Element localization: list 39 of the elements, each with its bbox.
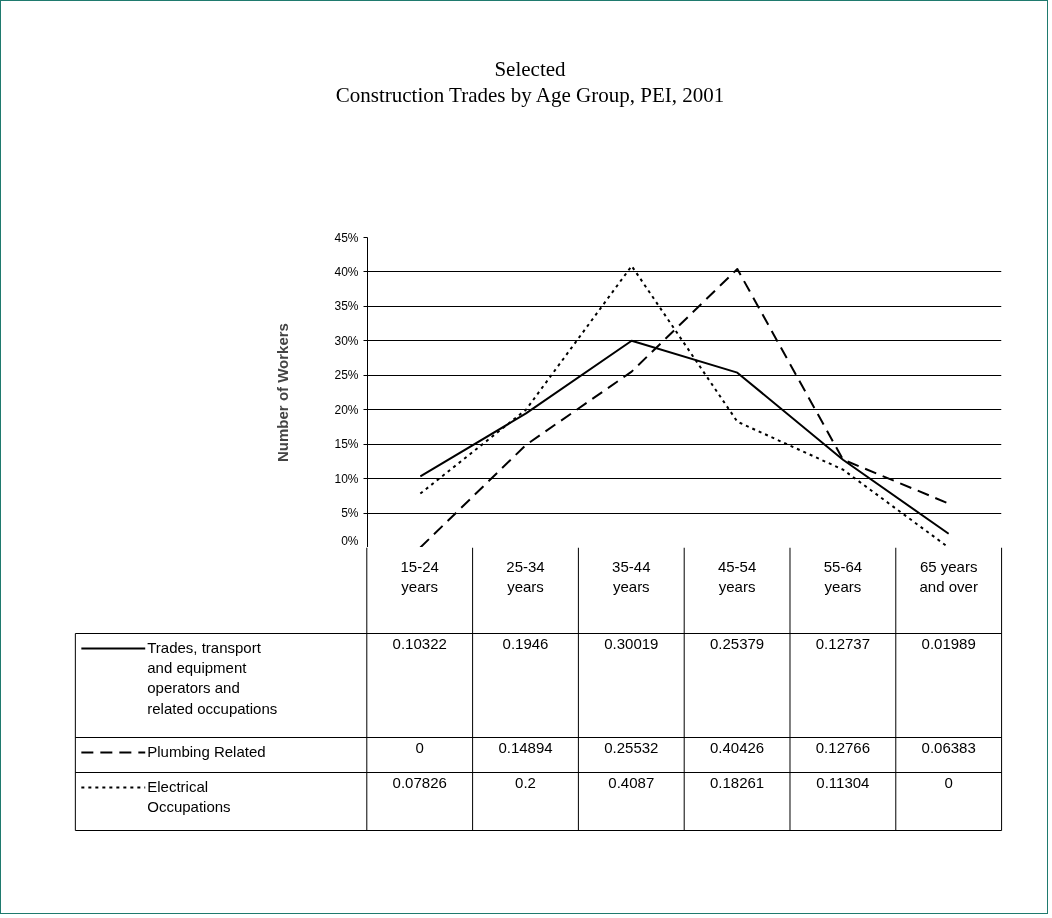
x-tick-label: 55-64 years <box>823 557 863 595</box>
y-axis-title: Number of Workers <box>274 323 292 462</box>
data-label: 0.1946 <box>502 634 549 652</box>
data-label: 0.14894 <box>498 738 553 756</box>
data-label: 0.25532 <box>604 738 659 756</box>
data-label: 0.12766 <box>815 738 871 756</box>
y-tick-label: 30% <box>334 333 359 348</box>
x-tick-label: 45-54 years <box>717 557 757 595</box>
y-tick-label: 5% <box>341 506 359 521</box>
y-tick-label: 35% <box>334 299 359 314</box>
chart-title: Selected Construction Trades by Age Group, PEI, 2001 <box>334 56 726 108</box>
data-label: 0.30019 <box>604 634 659 652</box>
data-label: 0.25379 <box>709 634 765 652</box>
data-label: 0 <box>944 773 953 791</box>
data-label: 0.2 <box>515 773 536 791</box>
data-label: 0.18261 <box>709 773 765 791</box>
data-label: 0.10322 <box>392 634 447 652</box>
legend-label: Plumbing Related <box>147 742 266 760</box>
data-label: 0.12737 <box>815 634 871 652</box>
data-label: 0.40426 <box>709 738 765 756</box>
data-label: 0.11304 <box>816 773 870 791</box>
x-tick-label: 15-24 years <box>400 557 439 595</box>
legend-label: Electrical Occupations <box>147 777 231 815</box>
y-tick-label: 45% <box>334 230 359 245</box>
data-label: 0.01989 <box>921 634 976 652</box>
y-tick-label: 10% <box>334 471 359 486</box>
data-label: 0.07826 <box>392 773 447 791</box>
x-tick-label: 65 years and over <box>919 557 978 595</box>
y-tick-label: 15% <box>334 437 359 452</box>
data-label: 0.4087 <box>608 773 655 791</box>
legend-label: Trades, transport and equipment operators and related occupations <box>147 638 278 717</box>
y-tick-label: 20% <box>334 402 359 417</box>
data-label: 0 <box>415 738 424 756</box>
x-tick-label: 35-44 years <box>612 557 651 595</box>
x-tick-label: 25-34 years <box>506 557 545 595</box>
y-tick-label: 40% <box>334 264 359 279</box>
y-tick-label: 0% <box>341 533 359 548</box>
y-tick-label: 25% <box>334 368 359 383</box>
data-label: 0.06383 <box>921 738 976 756</box>
